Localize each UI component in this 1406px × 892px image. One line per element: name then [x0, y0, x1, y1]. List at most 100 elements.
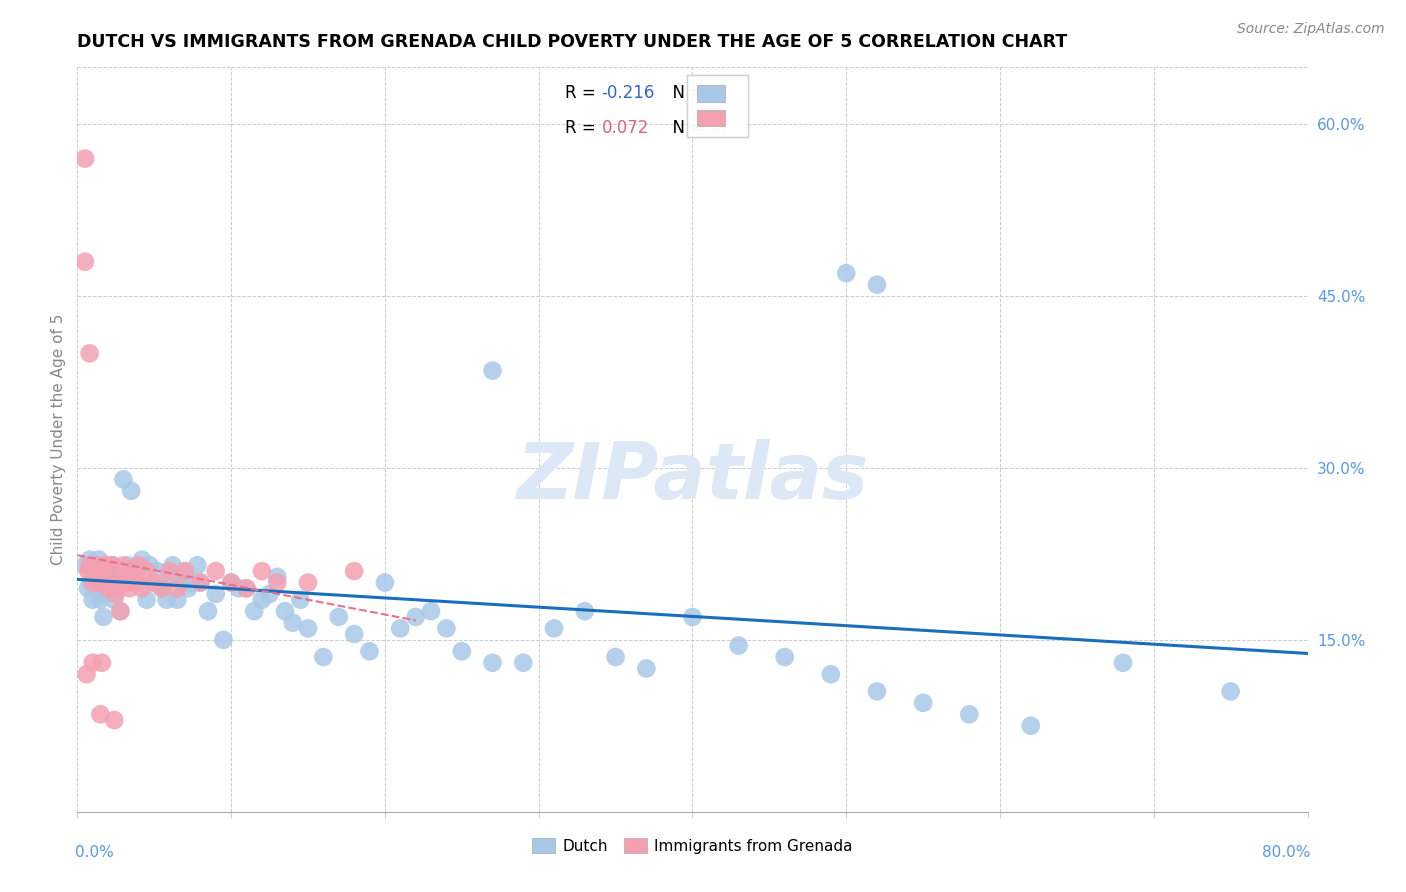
- Point: [97, 570, 120, 584]
- Point: [82, 558, 104, 573]
- Point: [359, 644, 381, 658]
- Point: [405, 610, 427, 624]
- Point: [73, 152, 96, 166]
- Point: [727, 639, 749, 653]
- Point: [105, 570, 128, 584]
- Point: [166, 582, 188, 596]
- Point: [835, 266, 858, 280]
- Point: [297, 575, 319, 590]
- Point: [605, 650, 627, 665]
- Point: [87, 552, 110, 566]
- Point: [73, 558, 96, 573]
- Point: [543, 621, 565, 635]
- Text: Source: ZipAtlas.com: Source: ZipAtlas.com: [1237, 22, 1385, 37]
- Point: [84, 570, 107, 584]
- Point: [243, 604, 266, 618]
- Point: [820, 667, 842, 681]
- Point: [104, 587, 127, 601]
- Point: [1112, 656, 1135, 670]
- Point: [162, 558, 184, 573]
- Point: [138, 558, 160, 573]
- Point: [101, 558, 124, 573]
- Legend: , : ,: [686, 75, 748, 136]
- Point: [100, 575, 122, 590]
- Point: [1019, 719, 1042, 733]
- Point: [174, 564, 197, 578]
- Point: [115, 575, 138, 590]
- Point: [186, 558, 208, 573]
- Point: [89, 575, 111, 590]
- Point: [110, 604, 132, 618]
- Point: [90, 587, 114, 601]
- Point: [636, 661, 658, 675]
- Text: 0.0%: 0.0%: [75, 846, 114, 860]
- Point: [250, 592, 273, 607]
- Point: [250, 564, 273, 578]
- Point: [131, 552, 153, 566]
- Y-axis label: Child Poverty Under the Age of 5: Child Poverty Under the Age of 5: [51, 314, 66, 565]
- Point: [188, 575, 212, 590]
- Point: [128, 558, 150, 573]
- Point: [131, 582, 153, 596]
- Text: DUTCH VS IMMIGRANTS FROM GRENADA CHILD POVERTY UNDER THE AGE OF 5 CORRELATION CH: DUTCH VS IMMIGRANTS FROM GRENADA CHILD P…: [77, 34, 1067, 52]
- Point: [112, 558, 135, 573]
- Point: [101, 558, 124, 573]
- Point: [94, 564, 117, 578]
- Point: [957, 707, 980, 722]
- Point: [110, 604, 132, 618]
- Text: N =: N =: [662, 119, 709, 137]
- Point: [143, 575, 166, 590]
- Point: [80, 575, 103, 590]
- Point: [105, 564, 128, 578]
- Point: [174, 564, 197, 578]
- Text: R =: R =: [565, 119, 600, 137]
- Point: [228, 582, 250, 596]
- Point: [125, 575, 148, 590]
- Text: 43: 43: [706, 119, 727, 137]
- Point: [170, 575, 193, 590]
- Text: 80.0%: 80.0%: [1261, 846, 1310, 860]
- Text: -0.216: -0.216: [602, 84, 655, 102]
- Point: [866, 684, 889, 698]
- Point: [181, 575, 204, 590]
- Text: 85: 85: [706, 84, 727, 102]
- Point: [89, 592, 111, 607]
- Point: [86, 582, 108, 596]
- Point: [103, 592, 125, 607]
- Point: [90, 656, 114, 670]
- Point: [159, 570, 181, 584]
- Point: [197, 604, 219, 618]
- Point: [79, 552, 101, 566]
- Point: [93, 610, 115, 624]
- Point: [112, 472, 135, 486]
- Point: [389, 621, 412, 635]
- Point: [290, 592, 312, 607]
- Text: N =: N =: [662, 84, 709, 102]
- Point: [481, 656, 503, 670]
- Point: [155, 592, 177, 607]
- Point: [177, 582, 200, 596]
- Point: [98, 582, 121, 596]
- Point: [512, 656, 534, 670]
- Point: [912, 696, 935, 710]
- Point: [150, 582, 173, 596]
- Point: [135, 564, 157, 578]
- Point: [150, 582, 173, 596]
- Point: [97, 582, 120, 596]
- Point: [219, 575, 242, 590]
- Point: [76, 667, 98, 681]
- Point: [103, 713, 125, 727]
- Point: [117, 558, 139, 573]
- Point: [266, 575, 288, 590]
- Point: [274, 604, 297, 618]
- Point: [98, 558, 121, 573]
- Point: [86, 558, 108, 573]
- Point: [77, 564, 100, 578]
- Point: [89, 707, 111, 722]
- Point: [125, 564, 148, 578]
- Point: [773, 650, 796, 665]
- Point: [450, 644, 472, 658]
- Point: [118, 582, 141, 596]
- Point: [188, 575, 212, 590]
- Point: [212, 632, 235, 647]
